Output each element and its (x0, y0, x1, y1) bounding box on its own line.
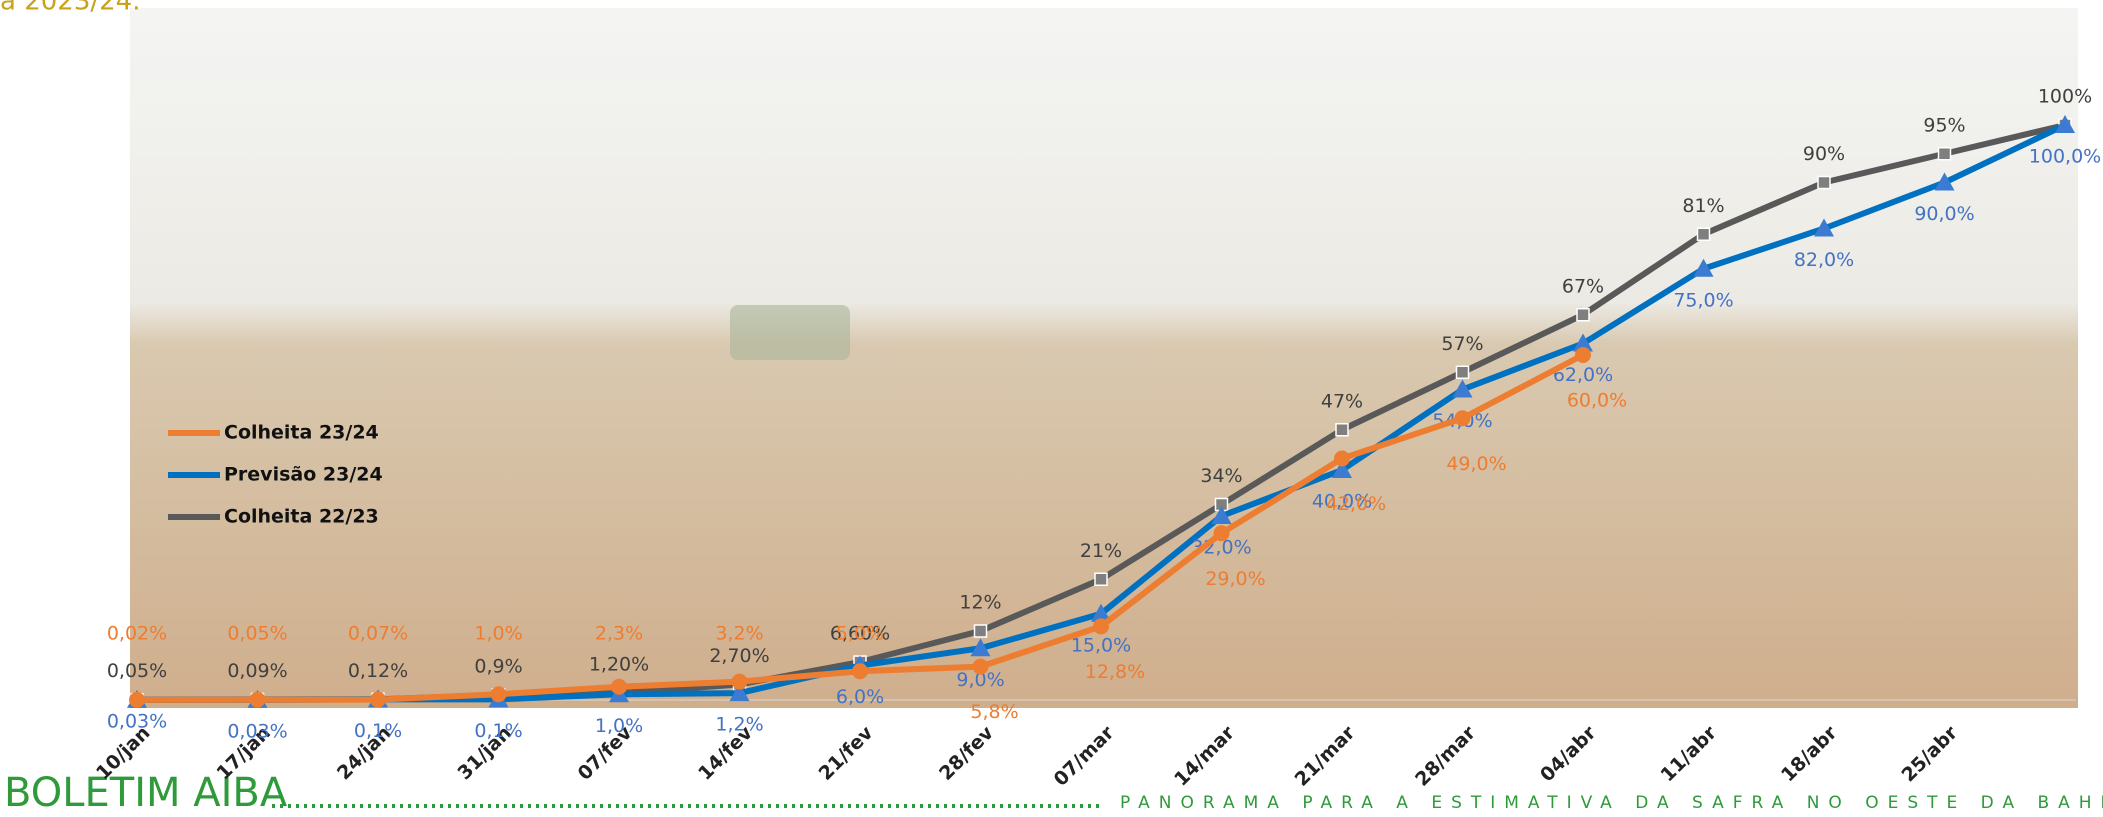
marker (370, 691, 386, 708)
marker (1937, 147, 1952, 161)
marker (1334, 450, 1350, 467)
marker (1452, 379, 1473, 398)
data-label: 29,0% (1205, 568, 1265, 590)
data-label: 0,02% (107, 623, 167, 645)
marker (1094, 572, 1108, 586)
data-label: 0,12% (348, 660, 408, 682)
marker (1455, 365, 1470, 379)
marker (490, 686, 507, 703)
data-label: 90% (1803, 143, 1845, 165)
marker (731, 673, 748, 690)
x-tick-label: 14/mar (1170, 721, 1239, 790)
x-tick-label: 21/fev (815, 721, 878, 784)
data-label: 95% (1923, 114, 1965, 136)
marker (1093, 618, 1109, 635)
marker (1817, 175, 1831, 190)
x-tick-label: 11/abr (1656, 721, 1721, 786)
caption: a 2023/24. (0, 0, 140, 17)
x-tick-label: 04/abr (1536, 721, 1601, 786)
marker (611, 678, 627, 695)
data-label: 100% (2038, 86, 2092, 108)
data-label: 0,05% (227, 623, 287, 645)
data-label: 100,0% (2029, 146, 2101, 168)
marker (1575, 347, 1591, 363)
marker (1693, 258, 1714, 277)
data-label: 81% (1682, 195, 1724, 217)
data-label: 34% (1200, 465, 1242, 487)
marker (1332, 460, 1352, 478)
data-label: 1,0% (595, 715, 643, 737)
x-tick-label: 28/fev (935, 721, 998, 784)
data-label: 1,2% (715, 714, 763, 736)
data-label: 62,0% (1553, 364, 1613, 386)
marker (1814, 218, 1834, 237)
marker (1576, 308, 1590, 322)
data-label: 60,0% (1567, 390, 1627, 412)
data-label: 1,20% (589, 654, 649, 676)
marker (1213, 525, 1230, 542)
marker (970, 638, 991, 657)
background-photo (130, 8, 2078, 708)
legend-label: Previsão 23/24 (224, 464, 383, 486)
data-label: 0,05% (107, 660, 167, 682)
brand: BOLETIM AIBA (4, 770, 288, 816)
data-label: 6,0% (836, 686, 884, 708)
data-label: 9,0% (956, 669, 1004, 691)
marker (1211, 506, 1232, 524)
data-label: 0,9% (474, 655, 522, 677)
data-label: 15,0% (1071, 634, 1131, 656)
x-tick-label: 21/mar (1291, 721, 1360, 790)
data-label: 5,8% (970, 701, 1018, 723)
data-label: 90,0% (1914, 203, 1974, 225)
marker (249, 691, 266, 708)
data-label: 12% (959, 592, 1001, 614)
data-label: 0,09% (227, 660, 287, 682)
data-label: 49,0% (1446, 453, 1506, 475)
data-label: 12,8% (1085, 661, 1145, 683)
marker (1934, 172, 1955, 191)
data-label: 47% (1321, 390, 1363, 412)
marker (1696, 227, 1711, 241)
data-label: 3,2% (715, 623, 763, 645)
data-label: 0,03% (107, 711, 167, 733)
legend-label: Colheita 22/23 (224, 506, 379, 528)
marker (1454, 410, 1471, 427)
marker (129, 691, 145, 708)
data-label: 0,03% (227, 720, 287, 742)
legend-label: Colheita 23/24 (224, 422, 379, 444)
data-label: 0,1% (474, 720, 522, 742)
x-tick-label: 18/abr (1777, 721, 1842, 786)
data-label: 2,3% (595, 623, 643, 645)
marker (729, 683, 750, 702)
tagline: PANORAMA PARA A ESTIMATIVA DA SAFRA NO O… (1120, 793, 2103, 813)
x-tick-label: 25/abr (1897, 721, 1962, 786)
data-label: 6,60% (830, 623, 890, 645)
data-label: 42,0% (1326, 493, 1386, 515)
harvester (730, 305, 850, 360)
data-label: 82,0% (1794, 249, 1854, 271)
data-label: 67% (1562, 275, 1604, 297)
data-label: 1,0% (474, 623, 522, 645)
data-label: 40,0% (1312, 491, 1372, 513)
data-label: 57% (1441, 333, 1483, 355)
marker (1091, 603, 1111, 622)
data-label: 0,07% (348, 623, 408, 645)
x-tick-label: 28/mar (1411, 721, 1480, 790)
marker (852, 663, 868, 680)
x-tick-label: 07/mar (1050, 721, 1119, 790)
data-label: 5,0% (836, 623, 884, 645)
data-label: 75,0% (1673, 289, 1733, 311)
data-label: 21% (1080, 540, 1122, 562)
data-label: 2,70% (709, 645, 769, 667)
marker (973, 624, 988, 638)
marker (1335, 423, 1349, 437)
marker (1573, 333, 1593, 352)
data-label: 0,1% (354, 720, 402, 742)
marker (972, 658, 989, 675)
marker (2055, 115, 2075, 133)
